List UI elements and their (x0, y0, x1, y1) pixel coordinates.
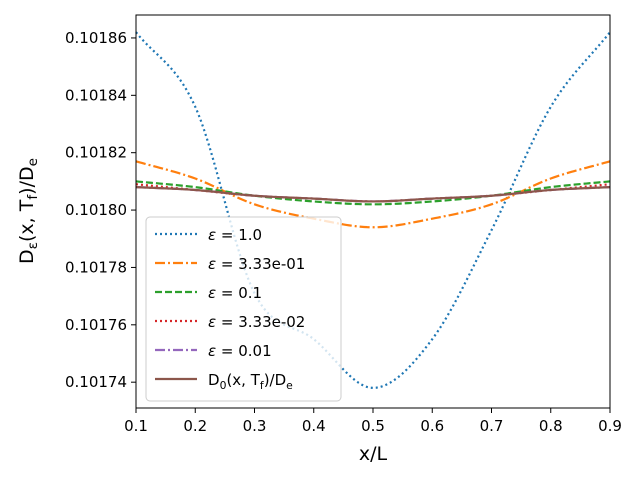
y-axis-label: Dε​(x, Tf​)/De​ (16, 158, 41, 264)
y-tick-label: 0.10180 (65, 201, 127, 219)
x-tick-label: 0.6 (420, 417, 444, 435)
legend-label-0: ε = 1.0 (208, 226, 262, 244)
x-tick-label: 0.9 (598, 417, 622, 435)
x-tick-label: 0.8 (539, 417, 563, 435)
y-tick-label: 0.10184 (65, 86, 127, 104)
legend-label-2: ε = 0.1 (208, 284, 262, 302)
x-axis: 0.1 0.2 0.3 0.4 0.5 0.6 0.7 0.8 0.9 (124, 408, 622, 435)
legend-label-5: D0(x, Tf​)/De​ (208, 371, 293, 392)
y-axis: 0.10174 0.10176 0.10178 0.10180 0.10182 0.101… (65, 29, 136, 391)
legend-label-3: ε = 3.33e-02 (208, 313, 305, 331)
x-tick-label: 0.4 (302, 417, 326, 435)
x-tick-label: 0.1 (124, 417, 148, 435)
y-tick-label: 0.10176 (65, 316, 127, 334)
series-line-1 (135, 160, 611, 229)
legend: ε = 1.0 ε = 3.33e-01 ε = 0.1 ε = 3.33e-02 ε … (145, 216, 342, 402)
y-tick-label: 0.10186 (65, 29, 127, 47)
x-tick-label: 0.5 (361, 417, 385, 435)
x-tick-label: 0.3 (243, 417, 267, 435)
x-tick-label: 0.2 (183, 417, 207, 435)
y-tick-label: 0.10182 (65, 144, 127, 162)
series-line-5 (135, 186, 611, 203)
y-tick-label: 0.10174 (65, 373, 127, 391)
legend-label-4: ε = 0.01 (208, 342, 272, 360)
series-layer (135, 31, 611, 390)
x-axis-label: x/L (359, 443, 388, 465)
y-tick-label: 0.10178 (65, 258, 127, 276)
legend-label-1: ε = 3.33e-01 (208, 255, 305, 273)
x-tick-label: 0.7 (480, 417, 504, 435)
